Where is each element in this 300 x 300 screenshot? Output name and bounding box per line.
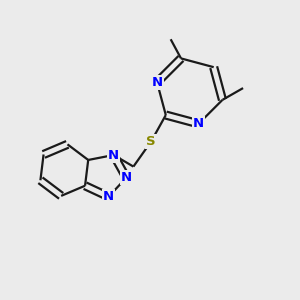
Text: N: N	[108, 148, 119, 161]
Text: N: N	[121, 171, 132, 184]
Text: N: N	[103, 190, 114, 203]
Text: N: N	[152, 76, 163, 89]
Text: N: N	[193, 117, 204, 130]
Text: S: S	[146, 135, 156, 148]
